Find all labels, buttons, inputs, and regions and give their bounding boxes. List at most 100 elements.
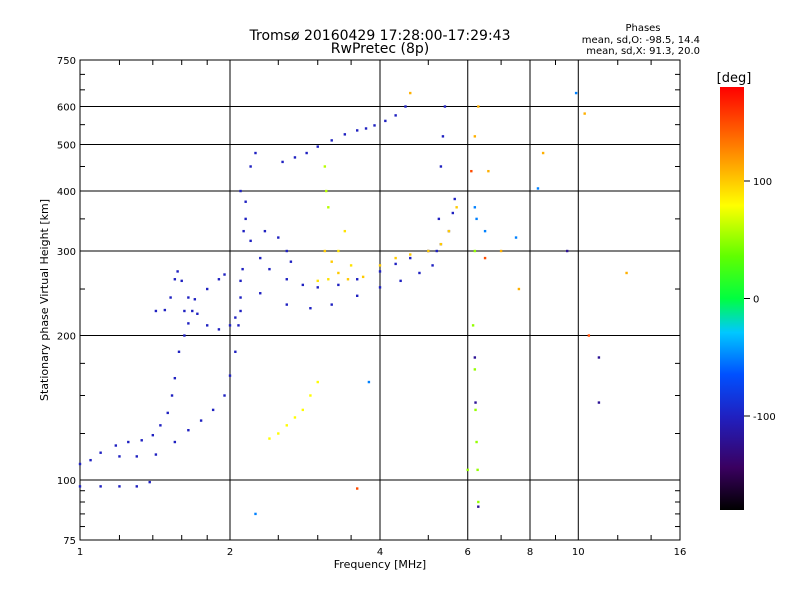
echo-point <box>285 278 288 281</box>
echo-point <box>285 249 288 253</box>
echo-point <box>355 487 359 490</box>
echo-point <box>373 124 376 127</box>
echo-point <box>487 169 490 173</box>
echo-point <box>293 416 297 419</box>
echo-point <box>441 135 445 138</box>
echo-point <box>330 303 333 306</box>
echo-point <box>135 455 138 458</box>
echo-point <box>476 468 479 472</box>
echo-point <box>330 260 333 263</box>
echo-point <box>378 286 382 289</box>
echo-point <box>343 229 347 233</box>
echo-point <box>404 105 407 108</box>
echo-point <box>78 462 82 466</box>
y-axis-label: Stationary phase Virtual Height [km] <box>38 199 51 401</box>
echo-point <box>574 91 578 95</box>
echo-point <box>277 236 280 239</box>
echo-point <box>475 440 478 444</box>
echo-point <box>211 408 215 412</box>
echo-point <box>394 256 397 260</box>
echo-point <box>234 350 237 353</box>
echo-point <box>289 260 293 263</box>
chart-subtitle: RwPretec (8p) <box>331 41 429 57</box>
y-tick-label: 500 <box>57 141 76 152</box>
echo-point <box>473 135 477 138</box>
echo-point <box>223 394 226 397</box>
echo-point <box>473 206 477 209</box>
echo-point <box>565 249 569 253</box>
echo-point <box>196 312 199 315</box>
echo-point <box>151 433 155 437</box>
phase-stats-x: mean, sd,X: 91.3, 20.0 <box>586 46 700 57</box>
echo-point <box>285 303 288 306</box>
echo-point <box>301 283 305 287</box>
echo-point <box>254 512 257 516</box>
echo-point <box>239 309 242 313</box>
x-tick-label: 16 <box>674 547 687 558</box>
echo-point <box>217 328 221 331</box>
echo-point <box>205 324 209 327</box>
echo-point <box>177 350 181 353</box>
y-tick-label: 750 <box>57 56 76 67</box>
echo-point <box>346 278 350 281</box>
echo-point <box>277 432 280 435</box>
echo-point <box>323 165 327 168</box>
echo-point <box>316 286 319 289</box>
echo-point <box>437 217 441 221</box>
echo-point <box>169 296 172 299</box>
echo-point <box>323 249 327 253</box>
echo-point <box>118 455 121 458</box>
echo-point <box>249 239 252 243</box>
echo-point <box>166 411 169 415</box>
echo-point <box>154 453 158 456</box>
echo-point <box>259 292 262 295</box>
echo-point <box>330 139 333 142</box>
echo-point <box>217 278 221 281</box>
echo-point <box>316 279 319 283</box>
echo-point <box>187 296 190 299</box>
echo-point <box>241 267 244 271</box>
echo-point <box>309 394 312 397</box>
echo-point <box>361 275 365 279</box>
y-axis-ticks: 75 100 200 300 400 500 600 750 <box>57 56 76 547</box>
x-tick-label: 2 <box>227 547 233 558</box>
echo-point <box>268 267 271 271</box>
echo-point <box>409 253 412 256</box>
echo-point <box>187 429 190 432</box>
echo-point <box>477 500 480 504</box>
echo-point <box>234 316 237 319</box>
echo-point <box>305 151 308 155</box>
x-tick-label: 8 <box>527 547 533 558</box>
echo-point <box>301 408 305 412</box>
colorbar-tick-label: 100 <box>753 177 772 188</box>
echo-point <box>475 217 478 221</box>
echo-point <box>349 264 353 267</box>
echo-point <box>587 334 591 337</box>
echo-point <box>514 236 518 239</box>
echo-point <box>148 480 151 484</box>
echo-point <box>474 408 477 412</box>
colorbar-label: [deg] <box>717 71 752 86</box>
echo-point <box>483 229 487 233</box>
echo-point <box>399 279 402 283</box>
echo-point <box>355 129 359 132</box>
echo-point <box>316 145 319 148</box>
echo-point <box>435 249 438 253</box>
echo-point <box>418 271 421 275</box>
echo-point <box>140 439 143 442</box>
echo-point <box>170 394 174 397</box>
echo-point <box>191 309 194 313</box>
echo-point <box>327 206 330 209</box>
echo-point <box>367 380 371 384</box>
colorbar-tick-label: 0 <box>753 295 759 306</box>
echo-point <box>154 309 158 313</box>
echo-point <box>466 468 469 472</box>
echo-point <box>114 444 118 447</box>
y-tick-label: 600 <box>57 103 76 114</box>
echo-point <box>309 307 312 310</box>
echo-point <box>355 278 359 281</box>
echo-point <box>239 279 242 283</box>
echo-point <box>281 160 284 164</box>
x-tick-label: 1 <box>77 547 83 558</box>
